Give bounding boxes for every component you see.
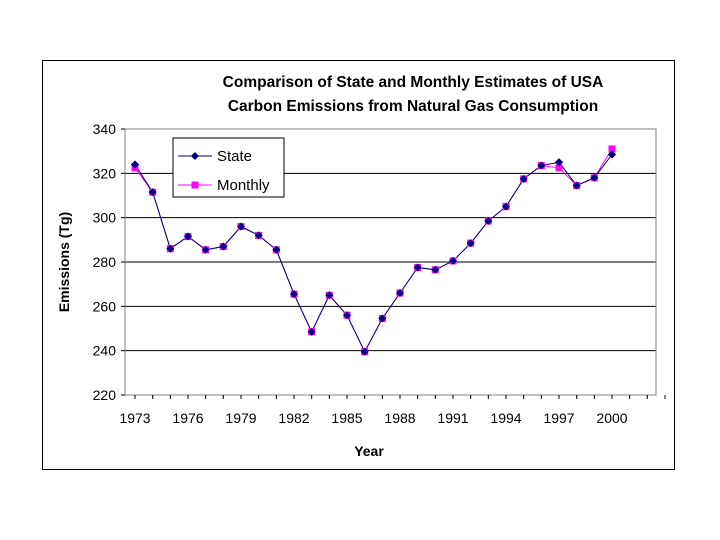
point-state-1989 (413, 263, 422, 272)
y-tick-label-320: 320 (93, 165, 117, 181)
x-tick-label-1991: 1991 (437, 410, 468, 426)
point-state-1987 (378, 314, 387, 323)
point-state-1981 (272, 245, 281, 254)
chart-title-line-1: Comparison of State and Monthly Estimate… (223, 74, 604, 91)
point-state-top-1973 (131, 160, 139, 169)
y-tick-label-340: 340 (93, 121, 117, 137)
point-state-1976 (184, 232, 192, 241)
point-state-1978 (219, 242, 228, 251)
point-monthly-1997 (555, 164, 563, 172)
x-tick-label-1979: 1979 (225, 410, 256, 426)
point-state-1977 (201, 245, 210, 254)
y-tick-label-220: 220 (93, 387, 117, 403)
point-state-1999 (590, 173, 599, 182)
x-tick-label-1982: 1982 (278, 410, 309, 426)
point-state-1986 (360, 347, 369, 356)
legend-state-marker (191, 152, 199, 160)
point-state-1985 (343, 311, 351, 320)
point-state-top-1997 (555, 158, 563, 167)
point-state-1975 (166, 244, 175, 253)
point-state-1992 (466, 239, 475, 248)
y-tick-label-300: 300 (93, 210, 117, 226)
point-state-1995 (519, 174, 528, 183)
point-state-1993 (484, 216, 493, 225)
series-line-state (134, 154, 613, 353)
legend-monthly-marker (191, 181, 199, 189)
point-state-1996 (537, 161, 546, 170)
x-tick-label-1973: 1973 (119, 410, 150, 426)
y-axis-title: Emissions (Tg) (56, 212, 72, 312)
x-tick-label-1976: 1976 (172, 410, 203, 426)
x-tick-label-2000: 2000 (596, 410, 627, 426)
point-state-1984 (325, 291, 334, 300)
legend-monthly-label: Monthly (217, 177, 270, 194)
point-state-1980 (254, 231, 263, 240)
y-tick-label-240: 240 (93, 343, 117, 359)
legend: State Monthly (172, 137, 285, 198)
point-state-1994 (502, 202, 510, 211)
chart-frame (42, 60, 675, 470)
x-tick-label-1997: 1997 (543, 410, 574, 426)
y-tick-label-280: 280 (93, 254, 117, 270)
point-state-1982 (290, 290, 298, 299)
x-tick-label-1988: 1988 (384, 410, 415, 426)
chart-title-line-2: Carbon Emissions from Natural Gas Consum… (228, 98, 598, 115)
point-state-1998 (572, 181, 581, 190)
point-state-1974 (148, 188, 157, 197)
x-tick-label-1994: 1994 (490, 410, 521, 426)
point-state-1988 (396, 289, 404, 298)
point-state-1979 (237, 222, 245, 231)
point-monthly-2000 (608, 145, 616, 153)
point-state-1983 (307, 327, 316, 336)
x-axis-title: Year (354, 443, 384, 459)
legend-state-label: State (217, 148, 252, 165)
y-tick-label-260: 260 (93, 298, 117, 314)
point-state-1991 (449, 256, 457, 265)
point-state-top-2000 (608, 150, 616, 159)
x-tick-label-1985: 1985 (331, 410, 362, 426)
point-state-1990 (431, 265, 440, 274)
